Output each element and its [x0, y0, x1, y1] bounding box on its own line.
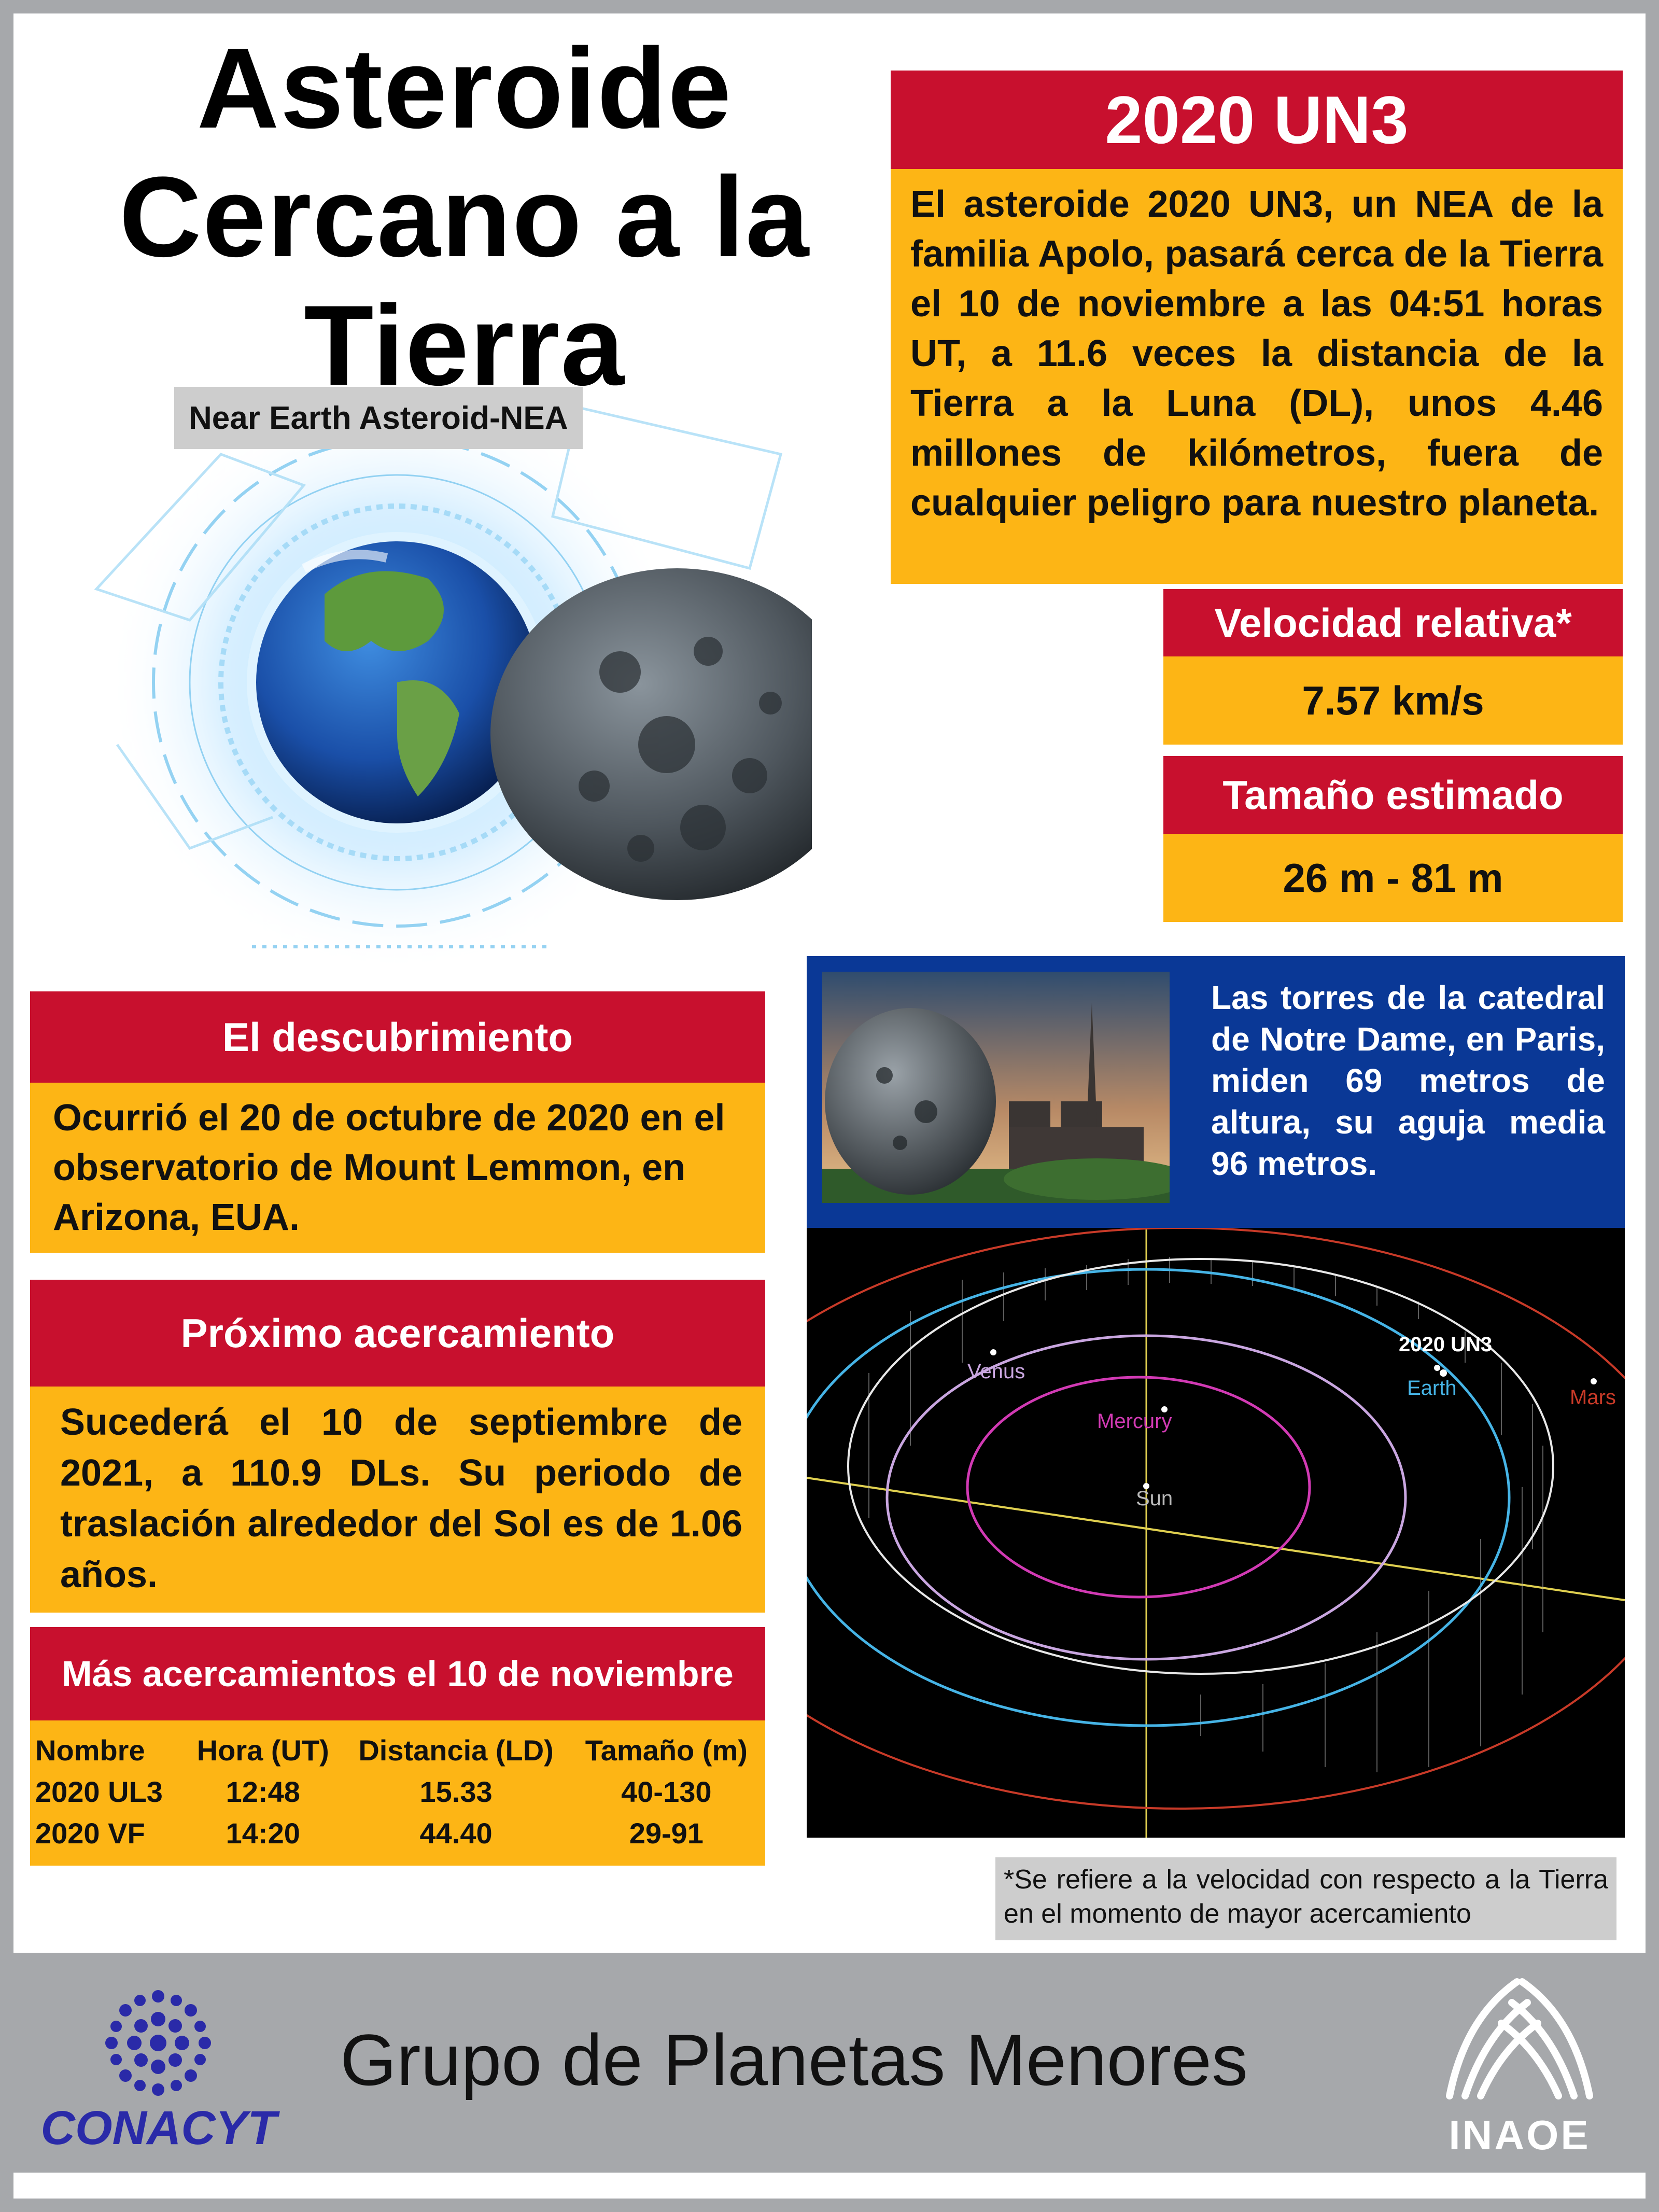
conacyt-logo-text: CONACYT: [39, 2101, 278, 2155]
table-cell: 12:48: [226, 1775, 300, 1808]
notre-dame-photo: [822, 972, 1170, 1203]
asteroid-rock-small: [825, 1008, 996, 1195]
table-cell: 2020 VF: [35, 1817, 145, 1850]
discovery-label: El descubrimiento: [222, 1014, 573, 1060]
next-approach-box: Sucederá el 10 de septiembre de 2021, a …: [30, 1387, 765, 1613]
asteroid-orbit: [847, 1258, 1554, 1675]
column-header: Hora (UT): [196, 1734, 329, 1767]
more-approaches-box: Nombre Hora (UT) Distancia (LD) Tamaño (…: [30, 1720, 765, 1866]
venus-marker: [990, 1349, 996, 1355]
more-approaches-label: Más acercamientos el 10 de noviembre: [62, 1654, 734, 1694]
next-approach-header: Próximo acercamiento: [30, 1280, 765, 1387]
venus-orbit: [885, 1334, 1407, 1661]
velocity-box: 7.57 km/s: [1163, 656, 1623, 745]
asteroid-name-header: 2020 UN3: [891, 71, 1623, 169]
discovery-text: Ocurrió el 20 de octubre de 2020 en el o…: [53, 1097, 725, 1238]
column-header: Tamaño (m): [585, 1734, 748, 1767]
velocity-header: Velocidad relativa*: [1163, 589, 1623, 656]
table-cell: 2020 UL3: [35, 1775, 163, 1808]
inaoe-logo-text: INAOE: [1434, 2111, 1605, 2159]
table-cell: 15.33: [419, 1775, 493, 1808]
table-cell: 44.40: [419, 1817, 493, 1850]
poster: Asteroide Cercano a la Tierra: [13, 13, 1646, 1953]
next-approach-label: Próximo acercamiento: [180, 1310, 615, 1356]
orbit-diagram: Sun Mercury Venus 2020 UN3 Earth Mars: [807, 1228, 1625, 1838]
column-header: Nombre: [35, 1734, 145, 1767]
conacyt-wordmark: CONACYT: [40, 2102, 277, 2154]
asteroid-orbit-hatching: [868, 1257, 1543, 1772]
table-header-row: Nombre Hora (UT) Distancia (LD) Tamaño (…: [33, 1730, 762, 1771]
earth-label: Earth: [1407, 1377, 1457, 1399]
inaoe-wordmark: INAOE: [1449, 2112, 1591, 2158]
footer-title: Grupo de Planetas Menores: [340, 2018, 1248, 2102]
mars-marker: [1591, 1378, 1597, 1384]
page-title: Asteroide Cercano a la Tierra: [76, 24, 853, 410]
earth-orbit: [807, 1268, 1511, 1727]
size-header: Tamaño estimado: [1163, 756, 1623, 834]
asteroid-marker: [1434, 1365, 1440, 1371]
size-box: 26 m - 81 m: [1163, 834, 1623, 922]
discovery-header: El descubrimiento: [30, 991, 765, 1083]
conacyt-logo-icon: [105, 1990, 211, 2096]
sun-marker: [1143, 1483, 1149, 1489]
table-row: 2020 UL3 12:48 15.33 40-130: [33, 1771, 762, 1813]
asteroid-description-box: El asteroide 2020 UN3, un NEA de la fami…: [891, 169, 1623, 584]
group-name: Grupo de Planetas Menores: [340, 2019, 1248, 2101]
mercury-label: Mercury: [1097, 1410, 1172, 1433]
table-cell: 29-91: [629, 1817, 704, 1850]
velocity-footnote-text: *Se refiere a la velocidad con respecto …: [1004, 1865, 1608, 1929]
velocity-footnote: *Se refiere a la velocidad con respecto …: [995, 1857, 1616, 1940]
sun-label: Sun: [1136, 1487, 1173, 1510]
mars-orbit: [807, 1228, 1625, 1810]
mercury-orbit: [966, 1376, 1311, 1599]
notre-dame-text: Las torres de la catedral de Notre Dame,…: [1211, 979, 1605, 1182]
asteroid-label: 2020 UN3: [1399, 1333, 1492, 1356]
title-line-1: Asteroide: [196, 24, 733, 152]
table-cell: 40-130: [621, 1775, 712, 1808]
bottom-strip: [13, 2173, 1646, 2199]
inaoe-logo-icon: [1446, 1978, 1593, 2099]
mercury-marker: [1161, 1406, 1168, 1412]
velocity-value: 7.57 km/s: [1302, 677, 1484, 723]
more-approaches-header: Más acercamientos el 10 de noviembre: [30, 1627, 765, 1720]
earth-hud-illustration: [94, 392, 812, 973]
table-row: 2020 VF 14:20 44.40 29-91: [33, 1813, 762, 1854]
title-line-2: Cercano a la: [119, 153, 810, 281]
subtitle-badge: Near Earth Asteroid-NEA: [174, 387, 583, 449]
column-header: Distancia (LD): [358, 1734, 554, 1767]
next-approach-text: Sucederá el 10 de septiembre de 2021, a …: [60, 1402, 742, 1595]
earth-marker: [1440, 1369, 1447, 1377]
discovery-box: Ocurrió el 20 de octubre de 2020 en el o…: [30, 1083, 765, 1253]
venus-label: Venus: [967, 1360, 1025, 1383]
velocity-label: Velocidad relativa*: [1214, 599, 1572, 646]
subtitle: Near Earth Asteroid-NEA: [189, 400, 568, 436]
asteroid-description: El asteroide 2020 UN3, un NEA de la fami…: [910, 184, 1603, 524]
mars-label: Mars: [1570, 1386, 1616, 1409]
notre-dame-panel: Las torres de la catedral de Notre Dame,…: [807, 956, 1625, 1234]
approaches-table: Nombre Hora (UT) Distancia (LD) Tamaño (…: [33, 1730, 762, 1854]
size-value: 26 m - 81 m: [1283, 855, 1503, 901]
footer: CONACYT Grupo de Planetas Menores INAOE: [13, 1956, 1646, 2168]
ecliptic-line: [807, 1477, 1625, 1601]
asteroid-name: 2020 UN3: [1105, 82, 1409, 158]
size-label: Tamaño estimado: [1222, 772, 1564, 818]
table-cell: 14:20: [226, 1817, 300, 1850]
notre-dame-text-box: Las torres de la catedral de Notre Dame,…: [1211, 977, 1605, 1184]
